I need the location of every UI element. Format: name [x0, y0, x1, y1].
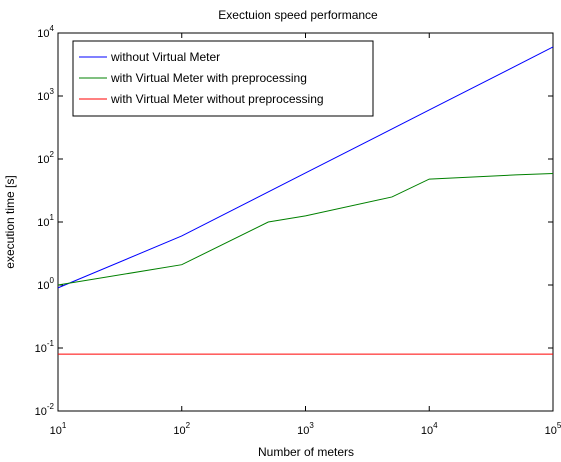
series-lines	[57, 46, 554, 355]
x-tick-label: 101	[50, 421, 67, 437]
y-tick-label: 10-1	[35, 339, 55, 355]
legend-label: with Virtual Meter without preprocessing	[110, 92, 324, 106]
y-tick-label: 100	[37, 276, 54, 292]
y-tick-label: 10-2	[35, 402, 55, 418]
y-tick-label: 101	[37, 213, 54, 229]
x-axis-ticks: 101 102 103 104 105	[50, 33, 561, 437]
legend-box	[72, 40, 374, 117]
chart-title: Exectuion speed performance	[218, 8, 378, 22]
y-axis-ticks: 10-2 10-1 100 101 102 103 104	[35, 24, 553, 418]
legend-label: without Virtual Meter	[110, 50, 220, 64]
y-tick-label: 104	[37, 24, 54, 40]
y-axis-title: execution time [s]	[3, 175, 17, 268]
y-tick-label: 103	[37, 87, 54, 103]
x-tick-label: 103	[297, 421, 314, 437]
series-line-2	[57, 172, 554, 286]
x-tick-label: 104	[421, 421, 438, 437]
x-axis-title: Number of meters	[258, 445, 354, 459]
legend-label: with Virtual Meter with preprocessing	[110, 71, 307, 85]
x-tick-label: 105	[545, 421, 561, 437]
x-tick-label: 102	[173, 421, 190, 437]
legend: without Virtual Meter with Virtual Meter …	[72, 40, 374, 117]
y-tick-label: 102	[37, 150, 54, 166]
series-line-1	[57, 46, 554, 289]
